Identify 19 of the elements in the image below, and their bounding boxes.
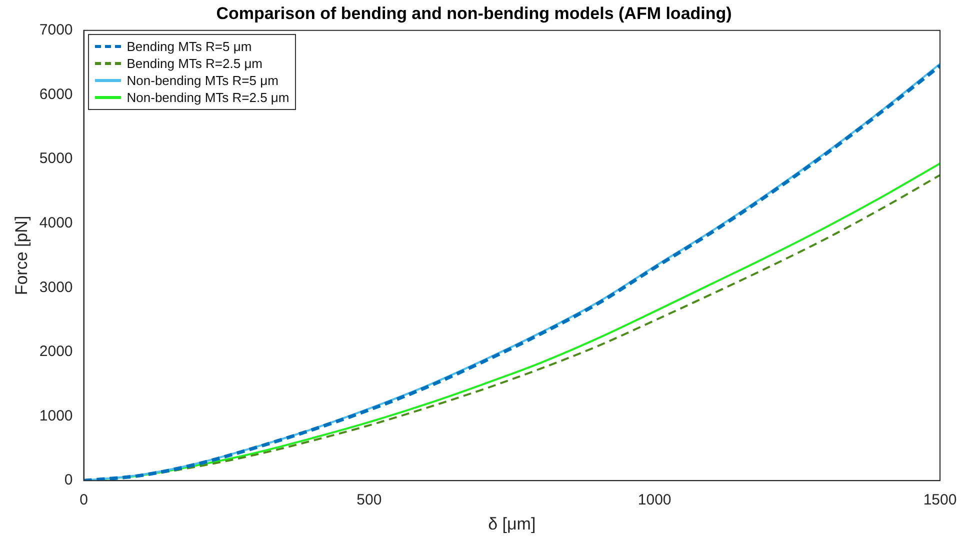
y-tick-label: 0	[64, 472, 73, 489]
x-axis-title: δ [μm]	[488, 514, 536, 534]
legend-label: Non-bending MTs R=5 μm	[126, 73, 278, 88]
y-tick-label: 5000	[39, 150, 73, 168]
chart-title: Comparison of bending and non-bending models (AFM loading)	[216, 4, 732, 23]
x-tick-label: 0	[80, 492, 88, 509]
y-tick-label: 1000	[39, 407, 73, 424]
y-tick-label: 3000	[39, 278, 73, 296]
legend-label: Bending MTs R=5 μm	[126, 39, 252, 54]
x-tick-label: 1000	[638, 492, 672, 509]
y-axis-title: Force [pN]	[12, 216, 31, 296]
y-tick-label: 7000	[39, 22, 73, 39]
legend-label: Non-bending MTs R=2.5 μm	[126, 90, 290, 106]
x-tick-label: 500	[356, 492, 382, 509]
y-tick-label: 4000	[39, 214, 73, 232]
legend-label: Bending MTs R=2.5 μm	[126, 56, 263, 72]
x-tick-label: 1500	[923, 492, 957, 509]
y-tick-label: 6000	[39, 86, 73, 103]
y-tick-label: 2000	[39, 343, 73, 360]
